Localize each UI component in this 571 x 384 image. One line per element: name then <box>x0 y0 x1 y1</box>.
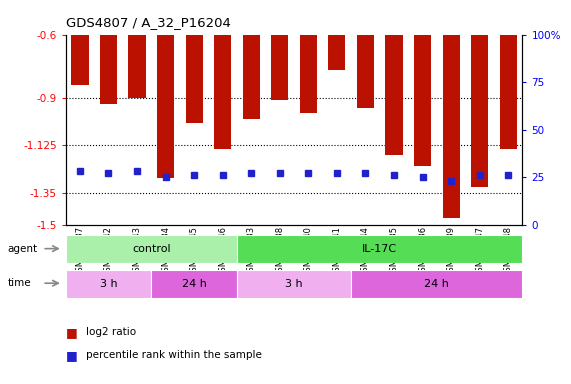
Bar <box>243 35 260 119</box>
Bar <box>157 35 174 178</box>
Text: GDS4807 / A_32_P16204: GDS4807 / A_32_P16204 <box>66 16 231 29</box>
Bar <box>500 35 517 149</box>
Bar <box>100 35 117 104</box>
Bar <box>66 270 151 298</box>
Bar <box>237 235 522 263</box>
Bar <box>186 35 203 123</box>
Bar <box>214 35 231 149</box>
Text: ■: ■ <box>66 326 78 339</box>
Text: 24 h: 24 h <box>182 279 207 289</box>
Bar <box>71 35 89 85</box>
Bar <box>300 35 317 113</box>
Text: log2 ratio: log2 ratio <box>86 327 136 337</box>
Bar <box>443 35 460 218</box>
Text: control: control <box>132 244 171 254</box>
Bar <box>151 270 237 298</box>
Bar <box>66 235 237 263</box>
Text: IL-17C: IL-17C <box>362 244 397 254</box>
Bar <box>357 35 374 109</box>
Text: 24 h: 24 h <box>424 279 449 289</box>
Text: 3 h: 3 h <box>286 279 303 289</box>
Text: percentile rank within the sample: percentile rank within the sample <box>86 350 262 360</box>
Bar <box>271 35 288 100</box>
Bar <box>385 35 403 155</box>
Text: time: time <box>7 278 31 288</box>
Text: agent: agent <box>7 244 38 254</box>
Bar <box>128 35 146 98</box>
Bar <box>351 270 522 298</box>
Bar <box>414 35 431 166</box>
Bar <box>237 270 351 298</box>
Text: 3 h: 3 h <box>100 279 117 289</box>
Text: ■: ■ <box>66 349 78 362</box>
Bar <box>471 35 488 187</box>
Bar <box>328 35 345 71</box>
